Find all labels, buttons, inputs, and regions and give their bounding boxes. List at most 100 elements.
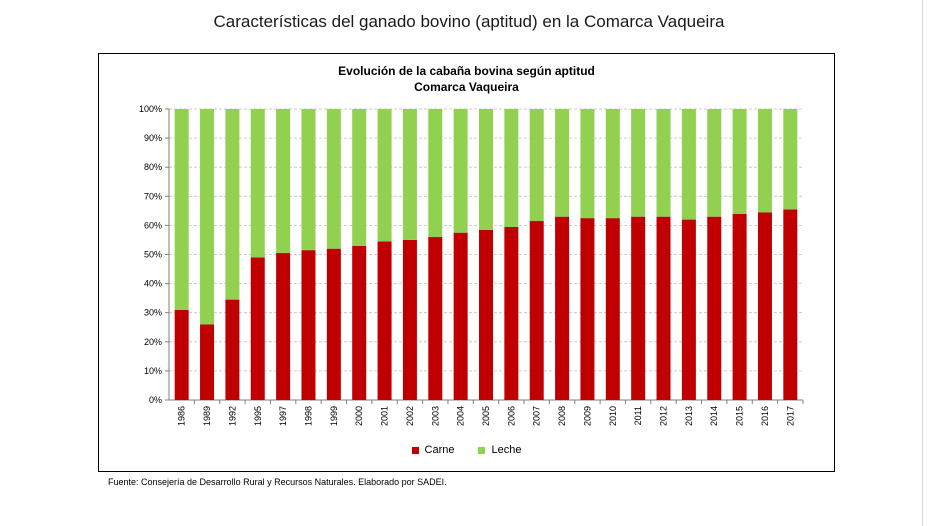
chart-frame: Evolución de la cabaña bovina según apti…: [98, 53, 835, 472]
bar-carne: [402, 239, 417, 400]
bar-carne: [276, 253, 291, 400]
legend-swatch-leche: [478, 446, 486, 454]
bar-leche: [402, 109, 417, 240]
bar-leche: [225, 109, 240, 300]
x-tick-label: 2011: [633, 406, 643, 425]
bar-leche: [757, 109, 772, 213]
bar-carne: [555, 216, 570, 400]
x-tick-label: 1999: [329, 406, 339, 426]
bar-leche: [352, 109, 367, 246]
legend-label-leche: Leche: [491, 444, 522, 456]
bar-leche: [605, 109, 620, 219]
chart-title: Evolución de la cabaña bovina según apti…: [99, 63, 834, 95]
x-tick-label: 2017: [785, 406, 795, 426]
bar-carne: [732, 213, 747, 400]
bar-leche: [174, 109, 189, 310]
x-tick-label: 2013: [684, 406, 694, 426]
page-edge-line: [922, 0, 923, 526]
bar-carne: [681, 219, 696, 400]
x-tick-label: 2016: [760, 406, 770, 426]
y-tick-label: 30%: [144, 308, 162, 318]
x-tick-label: 1995: [253, 406, 263, 426]
bar-leche: [377, 109, 392, 242]
chart-title-line1: Evolución de la cabaña bovina según apti…: [338, 64, 595, 78]
x-tick-label: 1998: [303, 406, 313, 426]
bar-leche: [707, 109, 722, 217]
bar-leche: [732, 109, 747, 214]
x-tick-label: 1992: [227, 406, 237, 426]
bar-leche: [681, 109, 696, 220]
x-tick-label: 1986: [177, 406, 187, 426]
y-tick-label: 70%: [144, 191, 162, 201]
y-tick-label: 90%: [144, 133, 162, 143]
x-tick-label: 2007: [532, 406, 542, 426]
bar-carne: [301, 250, 316, 400]
bar-carne: [174, 309, 189, 400]
x-tick-label: 2000: [354, 406, 364, 426]
x-tick-label: 2012: [659, 406, 669, 426]
source-note: Fuente: Consejería de Desarrollo Rural y…: [108, 477, 447, 487]
x-tick-label: 1989: [202, 406, 212, 426]
bar-leche: [504, 109, 519, 227]
bar-leche: [656, 109, 671, 217]
bar-carne: [656, 216, 671, 400]
y-tick-label: 60%: [144, 220, 162, 230]
bar-leche: [326, 109, 341, 249]
bar-carne: [326, 248, 341, 400]
bar-leche: [555, 109, 570, 217]
y-tick-label: 100%: [139, 104, 162, 114]
y-tick-label: 80%: [144, 162, 162, 172]
bar-carne: [453, 232, 468, 400]
bar-carne: [707, 216, 722, 400]
x-tick-label: 2008: [557, 406, 567, 426]
chart-title-line2: Comarca Vaqueira: [414, 80, 519, 94]
x-tick-label: 2005: [481, 406, 491, 426]
bar-carne: [479, 229, 493, 400]
bar-leche: [250, 109, 265, 258]
bar-leche: [580, 109, 595, 219]
bar-leche: [428, 109, 443, 238]
bar-carne: [529, 221, 544, 400]
bar-carne: [352, 245, 367, 400]
bar-carne: [757, 212, 772, 400]
x-tick-label: 2014: [709, 406, 719, 426]
x-tick-label: 2015: [735, 406, 745, 426]
page-title: Características del ganado bovino (aptit…: [213, 12, 725, 31]
bar-leche: [276, 109, 291, 254]
x-tick-label: 2010: [608, 406, 618, 426]
x-tick-label: 2002: [405, 406, 415, 426]
x-tick-label: 1997: [278, 406, 288, 426]
bar-leche: [783, 109, 798, 210]
legend-item-carne: Carne: [411, 444, 455, 456]
legend-swatch-carne: [411, 446, 419, 454]
bar-leche: [631, 109, 646, 217]
bar-carne: [504, 226, 519, 400]
bar-carne: [377, 241, 392, 400]
bar-carne: [580, 218, 595, 400]
x-tick-label: 2003: [430, 406, 440, 426]
bar-leche: [200, 109, 215, 325]
bar-carne: [631, 216, 646, 400]
bar-carne: [225, 299, 240, 400]
y-tick-label: 20%: [144, 337, 162, 347]
stacked-bar-chart: 0% 10% 20% 30% 40% 50% 60% 70% 80% 90% 100% 1986 198…: [139, 104, 804, 426]
bar-carne: [250, 257, 265, 400]
legend-item-leche: Leche: [478, 444, 521, 456]
chart-legend: Carne Leche: [99, 444, 834, 456]
x-tick-label: 2001: [380, 406, 390, 426]
bar-carne: [605, 218, 620, 400]
bar-leche: [529, 109, 544, 222]
bar-leche: [301, 109, 316, 251]
bar-carne: [428, 237, 443, 400]
x-tick-label: 2006: [506, 406, 516, 426]
bar-leche: [453, 109, 468, 233]
legend-label-carne: Carne: [424, 444, 455, 456]
y-tick-label: 10%: [144, 366, 162, 376]
bar-carne: [200, 324, 215, 400]
y-tick-label: 0%: [149, 395, 162, 405]
x-tick-label: 2004: [456, 406, 466, 426]
x-tick-label: 2009: [582, 406, 592, 426]
bar-leche: [479, 109, 493, 230]
y-tick-label: 50%: [144, 250, 162, 260]
bar-carne: [783, 209, 798, 400]
